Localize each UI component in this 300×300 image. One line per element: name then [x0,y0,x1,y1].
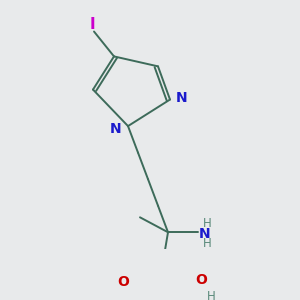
Text: O: O [117,275,129,289]
Text: O: O [195,272,207,286]
Text: I: I [89,17,95,32]
Text: H: H [202,218,211,230]
Text: N: N [176,91,188,105]
Text: H: H [207,290,215,300]
Text: H: H [202,237,211,250]
Text: N: N [199,227,211,241]
Text: N: N [110,122,122,136]
